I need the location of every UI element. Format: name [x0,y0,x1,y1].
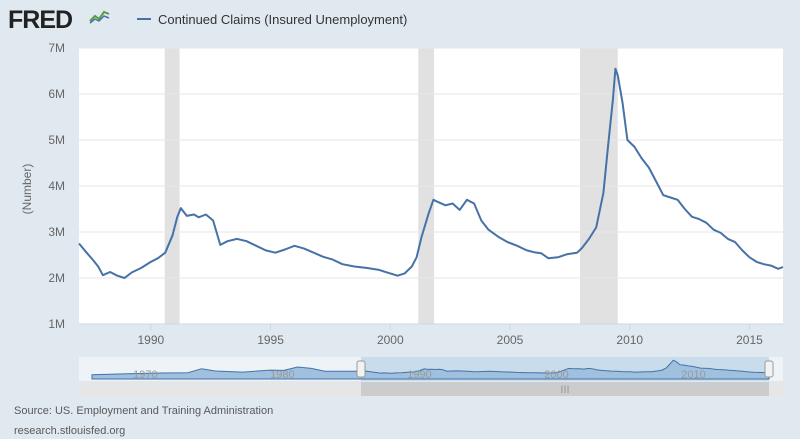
fred-logo-chart-icon [89,8,111,24]
navigator-tick-label: 2010 [681,369,705,381]
navigator-tick-label: 1990 [407,369,431,381]
legend-swatch [137,18,151,20]
fred-logo[interactable]: FRED [8,6,73,34]
navigator-handle-right[interactable] [764,360,774,378]
x-tick-label: 1990 [137,333,164,347]
x-tick-label: 1995 [257,333,284,347]
gridlines [79,47,783,325]
y-tick-label: 7M [48,41,65,55]
y-tick-label: 3M [48,225,65,239]
navigator-tick-label: 2000 [544,369,568,381]
x-tick-label: 2005 [497,333,524,347]
navigator-ticks: 1970 1980 1990 2000 2010 [133,369,706,381]
y-axis-label: (Number) [20,164,34,215]
y-tick-label: 5M [48,133,65,147]
legend-label: Continued Claims (Insured Unemployment) [158,11,408,27]
x-tick-label: 2015 [736,333,763,347]
navigator-area [91,359,770,380]
series-line [78,67,784,279]
x-tick-label: 2000 [377,333,404,347]
navigator-handle-left[interactable] [356,360,366,378]
source-note: Source: US. Employment and Training Admi… [14,405,274,417]
x-axis-ticks: 1990 1995 2000 2005 2010 2015 [137,324,763,347]
y-tick-label: 6M [48,87,65,101]
y-tick-label: 2M [48,271,65,285]
y-axis-ticks: 1M 2M 3M 4M 5M 6M 7M [48,41,65,331]
y-tick-label: 1M [48,317,65,331]
site-url[interactable]: research.stlouisfed.org [14,425,126,437]
legend[interactable]: Continued Claims (Insured Unemployment) [137,11,407,27]
scrollbar-grip[interactable]: III [560,384,569,396]
navigator-tick-label: 1970 [133,369,157,381]
y-tick-label: 4M [48,179,65,193]
scrollbar-thumb[interactable] [361,382,769,396]
x-tick-label: 2010 [616,333,643,347]
navigator-tick-label: 1980 [270,369,294,381]
